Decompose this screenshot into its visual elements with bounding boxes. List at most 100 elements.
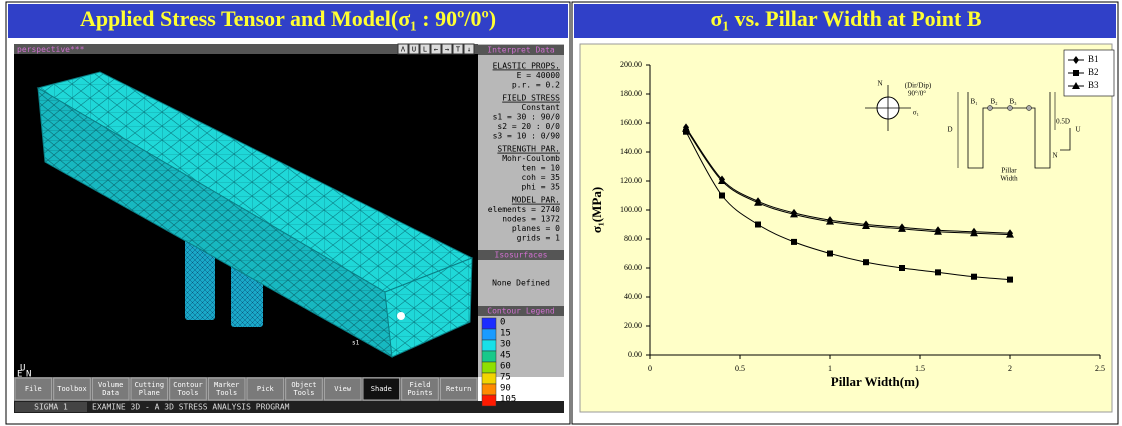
y-tick-label: 80.00 [624,234,642,243]
status-text: EXAMINE 3D - A 3D STRESS ANALYSIS PROGRA… [92,403,290,412]
property-line: coh = 35 [521,173,560,182]
property-line: p.r. = 0.2 [512,80,560,89]
marker [719,193,725,199]
property-line: s1 = 30 : 90/0 [493,113,561,122]
legend-swatch [482,318,496,329]
inset-point [1008,106,1013,111]
section-heading: STRENGTH PAR. [497,145,560,154]
y-tick-label: 40.00 [624,292,642,301]
inset-label: D [947,126,952,134]
tool-button-label: Tools [293,389,314,397]
legend-label: 75 [500,373,511,383]
y-tick-label: 180.00 [620,89,642,98]
property-line: s3 = 10 : 0/90 [493,131,561,140]
legend-swatch [482,329,496,340]
legend-swatch [482,395,496,406]
inset-label: N [1052,152,1057,160]
property-line: Constant [521,103,560,112]
property-line: grids = 1 [517,233,561,242]
x-tick-label: 0 [648,364,652,373]
legend-label: 90 [500,384,511,394]
inset-label: N [877,80,882,88]
x-tick-label: 2 [1008,364,1012,373]
marker [1007,277,1013,283]
marker [791,239,797,245]
property-line: planes = 0 [512,224,560,233]
marker [755,222,761,228]
inset-label: 0.5D [1056,118,1070,126]
y-tick-label: 100.00 [620,205,642,214]
y-tick-label: 60.00 [624,263,642,272]
legend-swatch [482,351,496,362]
legend-label: 105 [500,395,516,405]
panel-title: Isosurfaces [495,251,548,260]
section-heading: ELASTIC PROPS. [493,62,560,71]
tool-button-label: Field [409,381,430,389]
tool-button-label: Contour [173,381,203,389]
property-line: phi = 35 [521,182,560,191]
legend-label: 45 [500,351,511,361]
slide: Applied Stress Tensor and Model(σ₁ : 90º… [0,0,1122,426]
inset-label: U [1075,126,1080,134]
legend-label: 15 [500,329,511,339]
marker [1073,70,1079,76]
inset-label: B₁ [970,98,977,106]
x-tick-label: 0.5 [735,364,745,373]
legend-swatch [482,384,496,395]
tool-button-label: Return [446,385,471,393]
property-line: Mohr-Coulomb [502,154,560,163]
window-button-label: ← [434,46,438,54]
inset-label: (Dir/Dip) [905,82,932,90]
section-heading: FIELD STRESS [502,94,560,103]
inset-point [1027,106,1032,111]
tool-button-label: Pick [257,385,275,393]
inset-label: σ₁ [913,109,919,117]
legend-label: 60 [500,362,511,372]
tool-button-label: Points [407,389,432,397]
viewport-label: perspective*** [17,45,85,54]
tool-button-label: File [25,385,42,393]
tool-button-label: Object [291,381,316,389]
chart-title: σ₁ vs. Pillar Width at Point B [711,6,982,31]
property-line: ten = 10 [521,164,560,173]
tool-button-label: Volume [98,381,123,389]
tool-button-label: Toolbox [57,385,87,393]
tool-button-label: Tools [177,389,198,397]
tool-button-label: Plane [139,389,160,397]
plot-background [580,44,1112,412]
inset-label: B₃ [1009,98,1017,106]
tool-button-label: Shade [371,385,392,393]
section-heading: MODEL PAR. [512,196,560,205]
y-tick-label: 140.00 [620,147,642,156]
x-tick-label: 1.5 [915,364,925,373]
property-line: E = 40000 [517,71,561,80]
y-tick-label: 0.00 [628,350,642,359]
y-tick-label: 200.00 [620,60,642,69]
isosurface-text: None Defined [492,279,550,288]
property-line: s2 = 20 : 0/0 [497,122,560,131]
legend-swatch [482,362,496,373]
legend-label: B2 [1088,67,1099,77]
inset-label: Pillar [1001,167,1017,175]
x-axis-label: Pillar Width(m) [831,374,919,389]
tool-button-label: Tools [216,389,237,397]
legend-label: B3 [1088,80,1099,90]
x-tick-label: 1 [828,364,832,373]
x-tick-label: 2.5 [1095,364,1105,373]
model-label: s1 [352,340,360,347]
y-tick-label: 160.00 [620,118,642,127]
window-button-label: U [412,46,416,54]
status-label: SIGMA 1 [34,403,68,412]
marker [863,259,869,265]
legend-swatch [482,340,496,351]
marker [827,251,833,257]
y-tick-label: 120.00 [620,176,642,185]
inset-label: Width [1000,175,1018,183]
property-line: nodes = 1372 [502,215,560,224]
tool-button-label: Cutting [135,381,165,389]
inset-label: B₂ [990,98,998,106]
window-button-label: L [423,46,427,54]
property-line: elements = 2740 [488,205,560,214]
tool-button-label: Marker [214,381,239,389]
legend-label: 0 [500,318,505,328]
